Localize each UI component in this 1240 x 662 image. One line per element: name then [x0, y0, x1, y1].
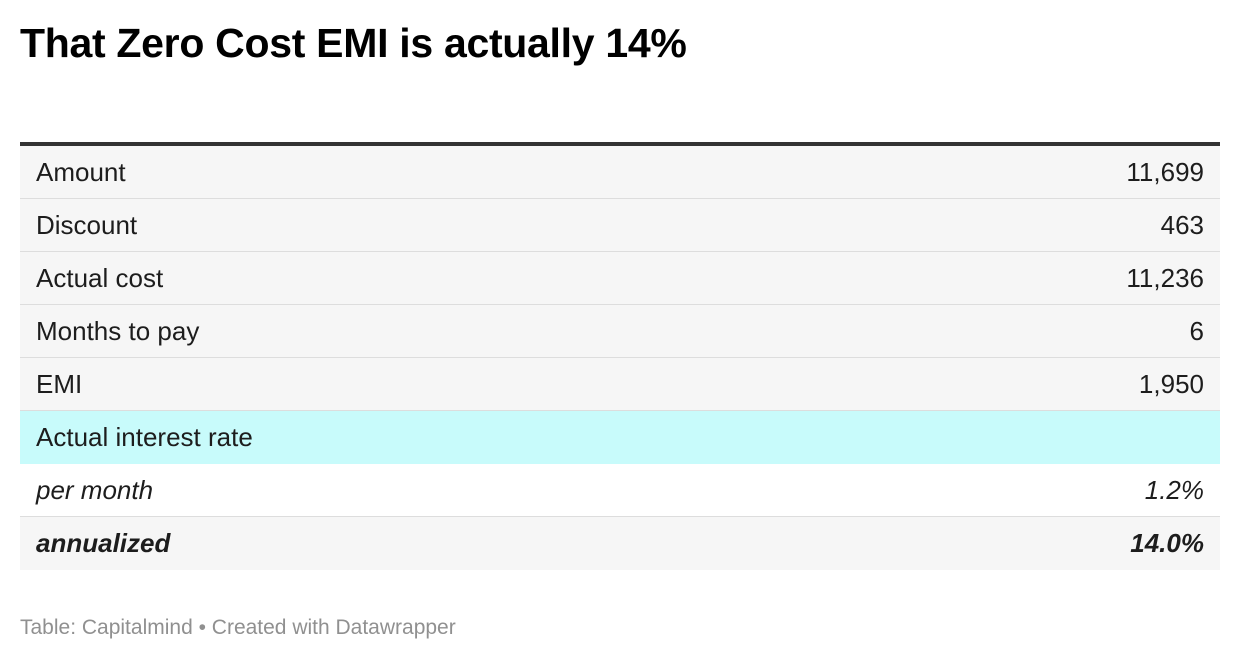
row-value: 6 [1189, 315, 1204, 346]
row-value: 1,950 [1138, 368, 1204, 399]
row-value: 1.2% [1144, 474, 1204, 505]
row-value: 14.0% [1130, 528, 1204, 558]
row-value: 11,236 [1126, 262, 1204, 293]
row-label: EMI [36, 368, 83, 399]
table-row-per-month: per month 1.2% [20, 464, 1220, 517]
row-label: per month [36, 474, 154, 505]
table-row-amount: Amount 11,699 [20, 146, 1220, 199]
table-row-annualized: annualized 14.0% [20, 517, 1220, 570]
row-label: Actual interest rate [36, 421, 253, 452]
row-value: 11,699 [1126, 156, 1204, 187]
row-label: annualized [36, 528, 171, 558]
row-label: Months to pay [36, 315, 200, 346]
data-table: Amount 11,699 Discount 463 Actual cost 1… [20, 142, 1220, 570]
table-row-emi: EMI 1,950 [20, 358, 1220, 411]
table-row-discount: Discount 463 [20, 199, 1220, 252]
table-row-months-to-pay: Months to pay 6 [20, 305, 1220, 358]
table-row-actual-interest-rate: Actual interest rate [20, 411, 1220, 464]
chart-title: That Zero Cost EMI is actually 14% [20, 20, 687, 66]
row-value: 463 [1160, 209, 1204, 240]
row-label: Amount [36, 156, 126, 187]
row-label: Discount [36, 209, 138, 240]
row-label: Actual cost [36, 262, 164, 293]
source-footer: Table: Capitalmind • Created with Datawr… [20, 616, 456, 639]
table-row-actual-cost: Actual cost 11,236 [20, 252, 1220, 305]
